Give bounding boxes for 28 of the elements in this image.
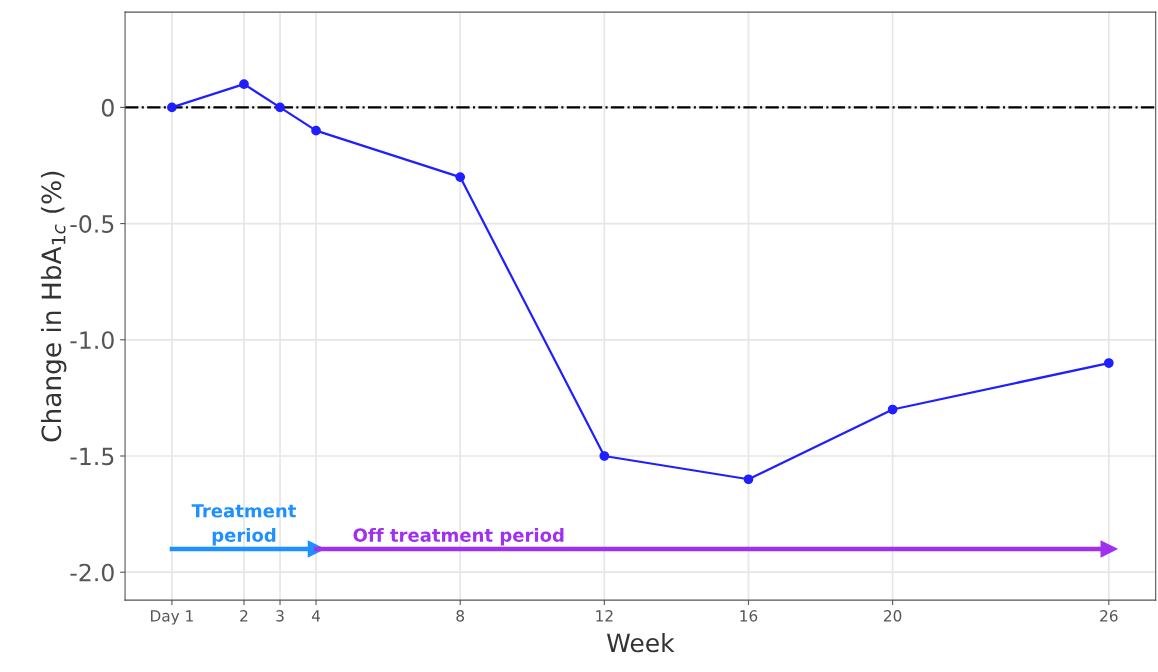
x-tick-label: 3	[276, 610, 284, 622]
y-axis-title: Change in HbA$_{1c}$ (%)	[40, 171, 67, 442]
point	[1103, 358, 1114, 368]
x-tick-label: 26	[1100, 610, 1118, 622]
series-label: Off treatment period	[353, 527, 564, 546]
x-axis-title: Week	[606, 632, 675, 653]
y-tick-label: -0.5	[70, 215, 114, 233]
point	[167, 102, 177, 113]
x-tick-label: 2	[240, 610, 248, 622]
y-tick-label: -2.0	[70, 563, 114, 582]
x-tick-label: 4	[311, 610, 321, 622]
point	[275, 102, 285, 113]
x-tick-label: 8	[456, 610, 465, 622]
x-tick-label: Day 1	[151, 610, 193, 625]
y-tick-label: -1.0	[70, 331, 114, 350]
point	[599, 451, 610, 461]
x-tick-label: 20	[884, 610, 902, 622]
point	[239, 79, 249, 90]
point	[743, 474, 754, 485]
y-tick-label: 0	[101, 98, 114, 117]
point	[887, 404, 898, 415]
y-tick-label: -1.5	[70, 447, 114, 466]
x-tick-label: 16	[740, 610, 758, 622]
series-label: Treatment period	[191, 504, 296, 546]
point	[1100, 540, 1118, 558]
point	[311, 125, 321, 136]
x-tick-label: 12	[596, 610, 613, 622]
point	[455, 172, 466, 182]
